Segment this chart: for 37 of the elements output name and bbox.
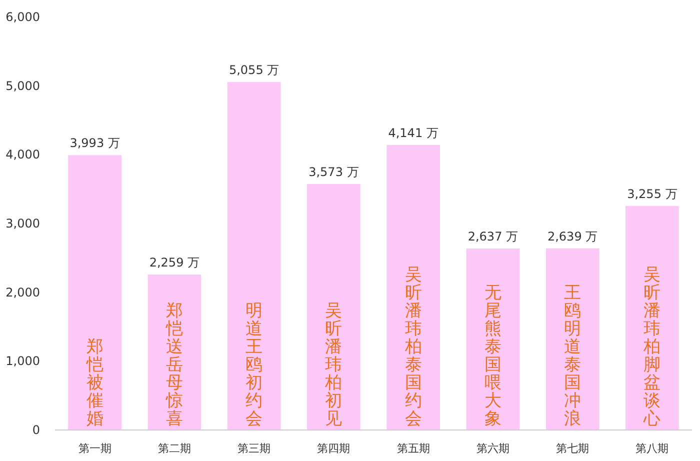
bar [227, 82, 281, 430]
x-tick-label: 第八期 [636, 442, 669, 455]
data-label: 2,639 万 [547, 229, 598, 244]
y-tick-label: 3,000 [6, 216, 40, 230]
annotation: 无尾熊泰国喂大象 [484, 283, 502, 429]
x-tick-label: 第六期 [476, 442, 510, 455]
y-tick-label: 2,000 [6, 285, 40, 300]
data-label: 2,259 万 [149, 256, 200, 270]
x-tick-label: 第二期 [158, 442, 191, 455]
data-label: 3,255 万 [627, 186, 678, 201]
y-tick-label: 5,000 [6, 78, 40, 93]
x-tick-label: 第五期 [396, 442, 430, 455]
x-tick-label: 第三期 [238, 442, 271, 455]
data-label: 4,141 万 [388, 126, 438, 140]
y-tick-label: 6,000 [6, 10, 40, 24]
data-label: 3,993 万 [70, 136, 120, 150]
bar [68, 155, 122, 430]
y-tick-label: 1,000 [6, 354, 40, 368]
x-tick-label: 第一期 [78, 442, 112, 455]
annotation: 郑恺送岳母惊喜 [164, 301, 183, 429]
annotation: 郑恺被催婚 [85, 337, 104, 429]
annotation: 吴昕潘玮柏初见 [324, 301, 342, 429]
bar [386, 144, 440, 430]
annotation: 明道王鸥初约会 [246, 301, 263, 429]
x-tick-label: 第四期 [317, 442, 350, 455]
bar [307, 184, 360, 430]
data-label: 5,055 万 [228, 63, 280, 78]
data-label: 2,637 万 [468, 229, 518, 244]
y-tick-label: 4,000 [6, 148, 40, 162]
text: 吴昕潘玮柏泰国约会 [404, 265, 422, 429]
bar [546, 248, 600, 430]
x-tick-label: 第七期 [556, 442, 590, 455]
y-tick-label: 0 [32, 423, 40, 437]
data-label: 3,573 万 [308, 165, 359, 180]
text: 吴昕潘玮柏脚盆谈心 [644, 265, 661, 429]
annotation: 王鸥明道泰国冲浪 [564, 283, 582, 429]
bar [626, 206, 679, 430]
